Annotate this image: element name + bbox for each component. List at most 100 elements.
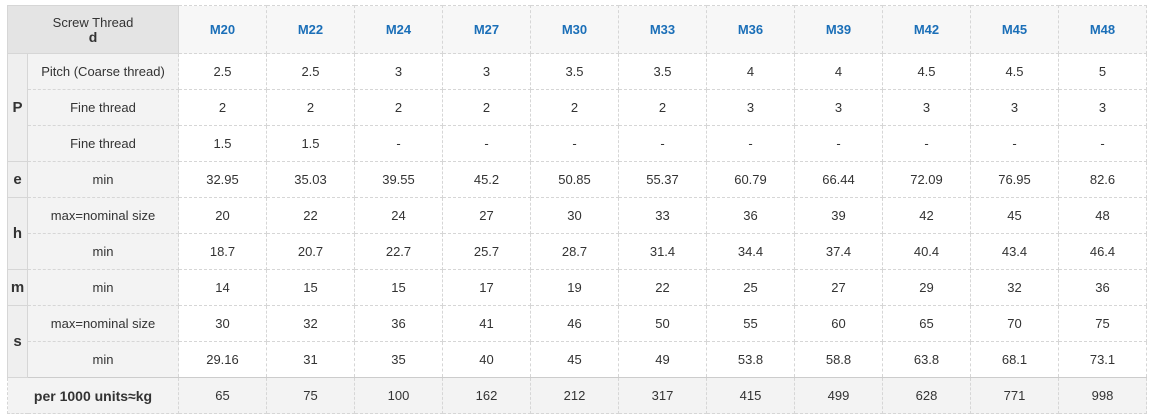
cell: 53.8 xyxy=(706,341,795,378)
column-header: M36 xyxy=(706,5,795,54)
cell: 25.7 xyxy=(442,233,531,270)
cell: 68.1 xyxy=(970,341,1059,378)
cell: 42 xyxy=(882,197,971,234)
cell: 73.1 xyxy=(1058,341,1147,378)
cell: 60 xyxy=(794,305,883,342)
cell: 75 xyxy=(1058,305,1147,342)
cell: 15 xyxy=(354,269,443,306)
cell: 35 xyxy=(354,341,443,378)
cell: 55 xyxy=(706,305,795,342)
cell: 162 xyxy=(442,377,531,414)
cell: 415 xyxy=(706,377,795,414)
cell: 31.4 xyxy=(618,233,707,270)
column-header: M48 xyxy=(1058,5,1147,54)
header-row: Screw Thread d M20 M22 M24 M27 M30 M33 M36 M39 M4… xyxy=(7,5,1147,54)
group-symbol: P xyxy=(7,53,28,162)
column-header: M30 xyxy=(530,5,619,54)
data-row: h max=nominal size 20 22 24 27 30 33 36 39 42 45 48 xyxy=(7,197,1147,270)
cell: 36 xyxy=(706,197,795,234)
column-header: M22 xyxy=(266,5,355,54)
cell: 3 xyxy=(354,53,443,90)
cell: 14 xyxy=(178,269,267,306)
row-label: Fine thread xyxy=(27,89,179,126)
data-row: e min 32.95 35.03 39.55 45.2 50.85 55.37 60.79 66… xyxy=(7,161,1147,198)
cell: 40 xyxy=(442,341,531,378)
cell: 32 xyxy=(266,305,355,342)
row-label: max=nominal size xyxy=(27,197,179,234)
cell: 46.4 xyxy=(1058,233,1147,270)
cell: 72.09 xyxy=(882,161,971,198)
row-label: min xyxy=(27,161,179,198)
cell: 22.7 xyxy=(354,233,443,270)
cell: 37.4 xyxy=(794,233,883,270)
cell: 2.5 xyxy=(266,53,355,90)
cell: 45 xyxy=(530,341,619,378)
cell: 41 xyxy=(442,305,531,342)
cell: 2 xyxy=(442,89,531,126)
header-subtitle: d xyxy=(88,28,98,45)
group-symbol: s xyxy=(7,305,28,378)
cell: 82.6 xyxy=(1058,161,1147,198)
cell: 70 xyxy=(970,305,1059,342)
cell: 65 xyxy=(882,305,971,342)
cell: 40.4 xyxy=(882,233,971,270)
cell: 3 xyxy=(442,53,531,90)
cell: 39.55 xyxy=(354,161,443,198)
cell: 46 xyxy=(530,305,619,342)
cell: 58.8 xyxy=(794,341,883,378)
cell: 50 xyxy=(618,305,707,342)
cell: 3 xyxy=(706,89,795,126)
cell: 3.5 xyxy=(618,53,707,90)
cell: 28.7 xyxy=(530,233,619,270)
cell: 1.5 xyxy=(266,125,355,162)
cell: - xyxy=(794,125,883,162)
cell: 24 xyxy=(354,197,443,234)
cell: - xyxy=(706,125,795,162)
data-row: min 18.7 20.7 22.7 25.7 28.7 31.4 34.4 37.4 40.4 4… xyxy=(8,233,1147,270)
cell: 3 xyxy=(970,89,1059,126)
cell: 35.03 xyxy=(266,161,355,198)
cell: 1.5 xyxy=(178,125,267,162)
cell: 2 xyxy=(618,89,707,126)
cell: 3 xyxy=(882,89,971,126)
cell: 3 xyxy=(794,89,883,126)
cell: 2.5 xyxy=(178,53,267,90)
column-header: M27 xyxy=(442,5,531,54)
cell: 18.7 xyxy=(178,233,267,270)
cell: 48 xyxy=(1058,197,1147,234)
cell: 771 xyxy=(970,377,1059,414)
spec-table: Screw Thread d M20 M22 M24 M27 M30 M33 M36 M39 M4… xyxy=(7,5,1147,414)
cell: 32 xyxy=(970,269,1059,306)
column-header: M24 xyxy=(354,5,443,54)
row-label: min xyxy=(27,341,179,378)
cell: 19 xyxy=(530,269,619,306)
cell: 45 xyxy=(970,197,1059,234)
cell: 60.79 xyxy=(706,161,795,198)
row-label: min xyxy=(27,233,179,270)
cell: 2 xyxy=(530,89,619,126)
cell: - xyxy=(1058,125,1147,162)
group-symbol: e xyxy=(7,161,28,198)
cell: 998 xyxy=(1058,377,1147,414)
cell: 317 xyxy=(618,377,707,414)
footer-label: per 1000 units≈kg xyxy=(7,377,179,414)
group-symbol: m xyxy=(7,269,28,306)
cell: 3.5 xyxy=(530,53,619,90)
cell: 63.8 xyxy=(882,341,971,378)
cell: 66.44 xyxy=(794,161,883,198)
column-header: M39 xyxy=(794,5,883,54)
column-header: M20 xyxy=(178,5,267,54)
cell: 22 xyxy=(618,269,707,306)
cell: 25 xyxy=(706,269,795,306)
cell: 4.5 xyxy=(970,53,1059,90)
cell: - xyxy=(530,125,619,162)
data-row: m min 14 15 15 17 19 22 25 27 29 32 36 xyxy=(7,269,1147,306)
cell: - xyxy=(882,125,971,162)
cell: 4.5 xyxy=(882,53,971,90)
header-title: Screw Thread xyxy=(52,14,134,30)
cell: 36 xyxy=(354,305,443,342)
group-symbol: h xyxy=(7,197,28,270)
data-row: Fine thread 1.5 1.5- - - - - - - - - xyxy=(8,125,1147,162)
cell: 43.4 xyxy=(970,233,1059,270)
